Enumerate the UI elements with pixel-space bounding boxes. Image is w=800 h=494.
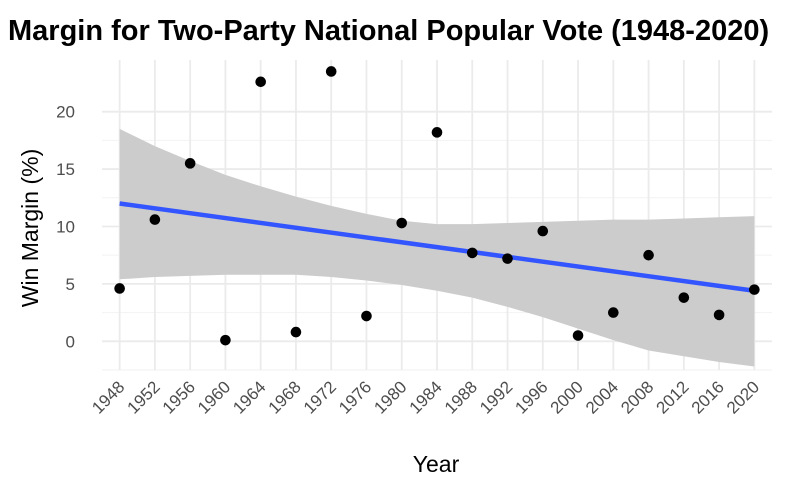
x-tick-label: 1976	[335, 377, 375, 417]
x-tick-label: 1948	[88, 377, 128, 417]
data-point	[749, 284, 760, 295]
data-point	[114, 283, 125, 294]
y-tick-label: 15	[56, 160, 75, 179]
x-tick-label: 1980	[370, 377, 410, 417]
data-point	[220, 334, 231, 346]
data-point	[678, 292, 690, 303]
data-point	[184, 158, 196, 169]
x-tick-label: 1964	[229, 377, 269, 417]
x-tick-label: 1960	[194, 377, 234, 417]
data-point	[396, 217, 408, 229]
chart-title: Margin for Two-Party National Popular Vo…	[8, 15, 769, 47]
x-tick-label: 1956	[159, 377, 199, 417]
data-point	[502, 253, 513, 264]
data-point	[572, 330, 584, 341]
x-tick-label: 1952	[124, 377, 164, 417]
y-tick-label: 10	[56, 217, 75, 236]
data-point	[255, 76, 266, 88]
data-point	[713, 309, 725, 321]
y-tick-label: 5	[66, 275, 75, 294]
y-tick-label: 20	[56, 103, 75, 122]
x-axis-tick-labels: 1948195219561960196419681972197619801984…	[88, 377, 763, 417]
x-tick-label: 1992	[476, 377, 516, 417]
x-tick-label: 1988	[441, 377, 481, 417]
data-point	[608, 307, 619, 318]
x-tick-label: 1984	[406, 377, 446, 417]
x-tick-label: 2000	[547, 377, 587, 417]
y-axis-title: Win Margin (%)	[17, 149, 43, 307]
x-axis-title: Year	[413, 451, 460, 477]
x-tick-label: 2004	[582, 377, 622, 417]
x-tick-label: 1968	[265, 377, 305, 417]
data-point	[361, 310, 372, 322]
data-point	[431, 127, 443, 138]
data-point	[537, 225, 549, 237]
x-tick-label: 2016	[688, 377, 728, 417]
trend-line	[119, 201, 755, 294]
trend-line-layer	[119, 201, 755, 294]
data-point	[290, 326, 302, 338]
x-tick-label: 2008	[617, 377, 657, 417]
x-tick-label: 1996	[511, 377, 551, 417]
x-tick-label: 1972	[300, 377, 340, 417]
x-tick-label: 2012	[652, 377, 692, 417]
data-point	[466, 247, 478, 259]
data-points	[114, 66, 760, 346]
data-point	[149, 214, 161, 225]
data-point	[643, 249, 654, 261]
y-tick-label: 0	[66, 332, 75, 351]
x-tick-label: 2020	[723, 377, 763, 417]
y-axis-tick-labels: 0 5 10 15 20	[56, 103, 75, 352]
data-point	[325, 66, 337, 77]
